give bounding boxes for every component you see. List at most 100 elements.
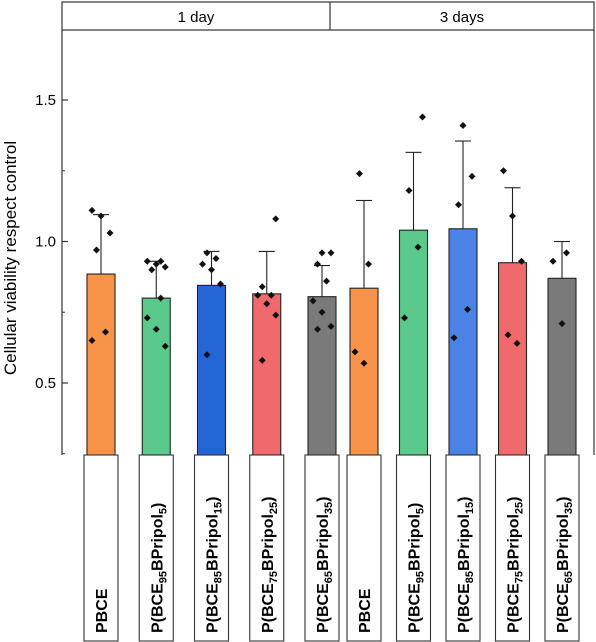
y-tick-label: 0.5	[35, 375, 56, 392]
data-point	[143, 314, 151, 322]
x-tick-label-box: P(BCE65BPripol35)	[304, 454, 340, 642]
bar-group	[448, 140, 478, 456]
data-point	[419, 113, 426, 121]
bar	[349, 287, 379, 456]
x-tick-label: P(BCE65BPripol35)	[315, 497, 335, 634]
data-point	[203, 249, 211, 257]
data-point	[549, 257, 557, 265]
x-tick-label: P(BCE75BPripol25)	[260, 497, 280, 634]
data-point	[327, 249, 335, 257]
x-tick-label: PBCE	[94, 588, 111, 633]
x-tick-label-box: P(BCE85BPripol15)	[445, 454, 481, 642]
bars-layer	[86, 140, 577, 456]
data-point	[272, 215, 280, 223]
data-point	[203, 351, 211, 359]
data-point	[558, 320, 566, 328]
bar	[252, 293, 282, 456]
y-axis-label-group: Cellular viability respect control	[1, 141, 20, 375]
data-point	[450, 334, 458, 342]
data-point	[504, 331, 512, 339]
panel-title: 3 days	[440, 9, 484, 26]
data-point	[212, 254, 220, 262]
bar	[86, 273, 116, 456]
data-point	[258, 356, 266, 364]
label-box	[346, 454, 382, 642]
data-point	[351, 348, 359, 356]
x-tick-label: P(BCE85BPripol15)	[456, 497, 476, 634]
x-tick-label-box: PBCE	[83, 454, 119, 642]
data-point	[263, 300, 271, 308]
bar-group	[398, 151, 429, 456]
data-point	[468, 172, 476, 180]
data-point	[199, 260, 206, 268]
x-tick-label-box: PBCE	[346, 454, 382, 642]
panel-headers: 1 day 3 days	[178, 9, 484, 26]
data-point	[318, 308, 326, 316]
data-point	[157, 257, 165, 265]
bar	[141, 297, 171, 456]
data-point	[152, 325, 160, 333]
data-point	[314, 325, 321, 333]
data-point	[500, 167, 507, 175]
data-point	[143, 257, 151, 265]
bar	[448, 228, 478, 456]
x-tick-label: P(BCE95BPripol5)	[149, 503, 169, 633]
data-point	[157, 294, 165, 302]
data-point	[414, 243, 422, 251]
data-point	[356, 170, 363, 178]
x-tick-label-box: P(BCE65BPripol35)	[544, 454, 580, 642]
data-point	[405, 187, 413, 195]
data-point	[563, 249, 570, 257]
data-point	[148, 266, 156, 274]
bar-group	[307, 265, 337, 456]
data-point	[208, 266, 215, 274]
data-point	[360, 359, 368, 367]
y-tick-label: 1.5	[35, 92, 56, 109]
data-point	[513, 339, 521, 347]
data-point	[318, 249, 326, 257]
bar-group	[141, 260, 171, 456]
label-box	[138, 454, 174, 642]
bar-group	[497, 187, 528, 456]
data-point	[459, 121, 467, 129]
x-tick-label: PBCE	[357, 588, 374, 633]
x-tick-label: P(BCE65BPripol35)	[555, 497, 575, 634]
bar-group	[86, 214, 116, 456]
data-point	[254, 291, 262, 299]
data-point	[152, 260, 160, 268]
data-point	[102, 328, 109, 336]
data-point	[464, 305, 471, 313]
x-tick-label-boxes: PBCE P(BCE95BPripol5) P(BCE85BPripol15) P(B…	[83, 454, 580, 642]
label-box	[544, 454, 580, 642]
data-point	[365, 260, 372, 268]
label-box	[304, 454, 340, 642]
data-point	[106, 229, 114, 237]
x-tick-label: P(BCE75BPripol25)	[506, 497, 526, 634]
data-point	[401, 314, 408, 322]
data-point	[97, 212, 105, 220]
plot-frame	[61, 1, 595, 455]
bar-group	[349, 199, 379, 456]
bar	[497, 262, 528, 456]
data-point	[327, 322, 335, 330]
data-point	[161, 342, 169, 350]
y-axis-ticks: 0.5 1.0 1.5	[35, 92, 68, 455]
label-box	[395, 454, 432, 642]
data-point	[314, 260, 321, 268]
data-point	[455, 201, 462, 209]
data-point	[88, 206, 96, 214]
label-box	[83, 454, 119, 642]
data-point	[258, 283, 266, 291]
label-box	[494, 454, 531, 642]
bar	[196, 284, 227, 456]
x-tick-label-box: P(BCE85BPripol15)	[193, 454, 230, 642]
bar	[398, 229, 429, 456]
bar	[547, 277, 577, 456]
panel-title: 1 day	[178, 9, 215, 26]
data-point	[161, 263, 169, 271]
data-point	[518, 257, 525, 265]
x-tick-label-box: P(BCE75BPripol25)	[494, 454, 531, 642]
data-point	[267, 291, 275, 299]
data-point	[309, 297, 317, 305]
